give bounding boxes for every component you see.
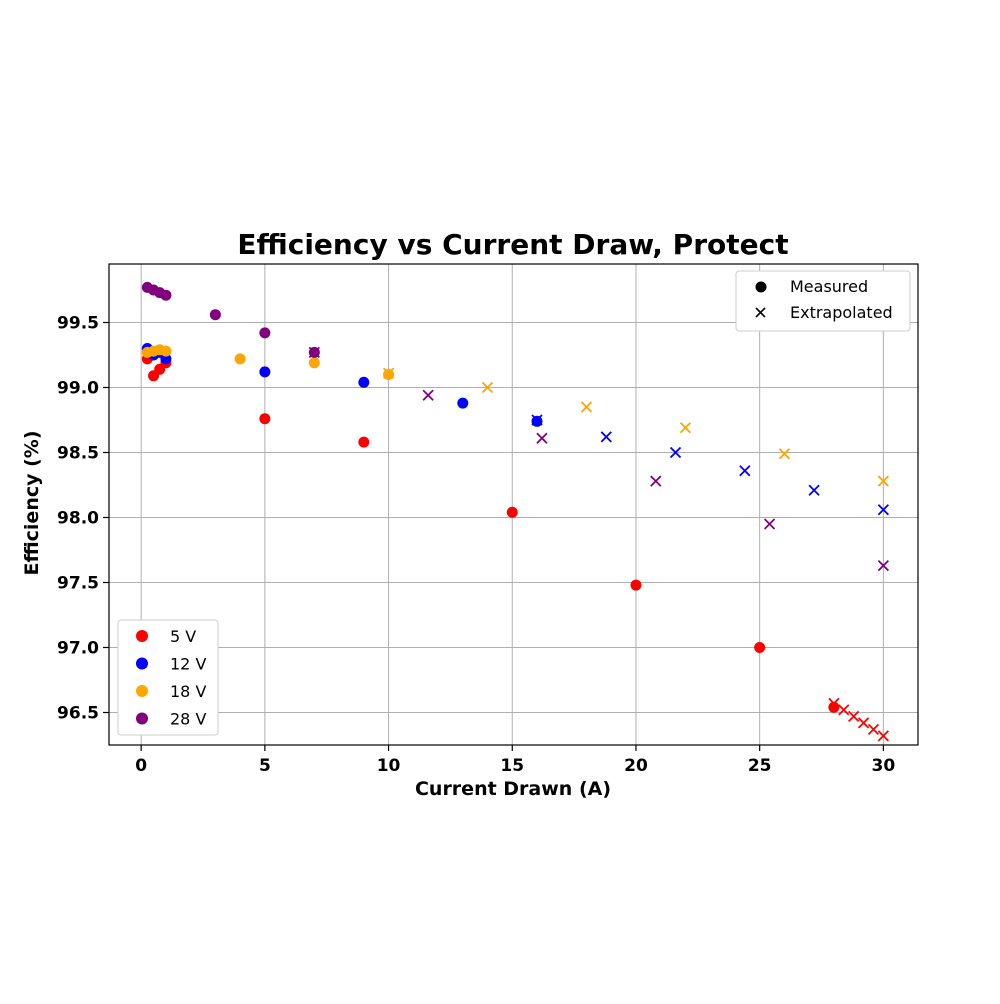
- x-tick-label: 5: [259, 756, 271, 776]
- measured-point-5v: [259, 413, 271, 425]
- measured-point-5v: [754, 642, 766, 653]
- measured-point-5v: [828, 701, 840, 713]
- y-tick-label: 96.5: [57, 704, 99, 724]
- measured-point-5v: [358, 436, 370, 448]
- extrapolated-point-12v: [531, 414, 543, 426]
- extrapolated-point-12v: [669, 446, 682, 459]
- y-tick-label: 99.0: [57, 379, 99, 399]
- x-tick-label: 30: [872, 756, 896, 776]
- extrapolated-point-5v: [867, 723, 880, 736]
- extrapolated-point-18v: [778, 448, 791, 460]
- measured-point-12v: [457, 397, 469, 409]
- extrapolated-point-5v: [848, 710, 860, 723]
- legend-extrapolated-label: Extrapolated: [790, 303, 893, 322]
- series-18v: [141, 344, 890, 487]
- measured-point-18v: [383, 369, 395, 380]
- legend-label-18v: 18 V: [170, 682, 206, 701]
- measured-point-5v: [506, 506, 518, 518]
- measured-point-18v: [160, 345, 172, 357]
- chart-title: Efficiency vs Current Draw, Protect: [237, 228, 788, 261]
- x-tick-label: 10: [377, 756, 401, 776]
- legend-label-28v: 28 V: [170, 710, 206, 729]
- y-tick-label: 98.0: [57, 509, 99, 529]
- x-axis-ticks: 0 5 10 15 20 25 30: [135, 745, 895, 776]
- series-12v: [141, 343, 890, 516]
- marker-legend-box: [735, 270, 911, 332]
- legend-swatch-18v: [136, 685, 148, 697]
- extrapolated-point-28v: [308, 346, 320, 359]
- extrapolated-point-28v: [877, 559, 890, 572]
- extrapolated-point-28v: [422, 389, 434, 401]
- measured-point-12v: [531, 415, 543, 427]
- extrapolated-point-18v: [877, 475, 890, 487]
- legend-swatch-5v: [136, 630, 148, 642]
- measured-point-28v: [209, 309, 221, 321]
- extrapolated-point-5v: [838, 704, 850, 716]
- x-tick-label: 0: [135, 756, 147, 776]
- extrapolated-point-12v: [739, 465, 751, 477]
- y-tick-label: 98.5: [57, 444, 99, 464]
- legend-measured-label: Measured: [790, 277, 868, 296]
- measured-point-18v: [308, 357, 320, 369]
- data-points: [141, 281, 890, 742]
- measured-point-28v: [259, 327, 271, 339]
- series-5v: [141, 353, 890, 742]
- extrapolated-point-18v: [679, 422, 692, 434]
- y-axis-label: Efficiency (%): [21, 430, 43, 575]
- grid-lines: [109, 264, 918, 745]
- x-tick-label: 25: [748, 756, 772, 776]
- x-tick-label: 20: [624, 756, 648, 776]
- extrapolated-point-28v: [763, 518, 776, 530]
- measured-point-12v: [160, 353, 172, 365]
- legend-label-12v: 12 V: [170, 655, 206, 674]
- measured-point-5v: [630, 579, 642, 591]
- measured-point-28v: [160, 289, 172, 301]
- y-tick-label: 97.5: [57, 574, 99, 594]
- y-axis-ticks: 96.5 97.0 97.5 98.0 98.5 99.0 99.5: [57, 314, 109, 724]
- series-legend: 5 V 12 V 18 V 28 V: [117, 619, 219, 736]
- measured-point-12v: [259, 366, 271, 378]
- legend-label-5v: 5 V: [170, 627, 196, 646]
- measured-point-18v: [234, 353, 246, 365]
- legend-swatch-12v: [136, 657, 148, 670]
- extrapolated-point-18v: [382, 367, 395, 379]
- extrapolated-point-18v: [580, 401, 593, 413]
- series-legend-box: [117, 619, 219, 736]
- marker-legend: Measured Extrapolated: [735, 270, 911, 332]
- x-tick-label: 15: [500, 756, 524, 776]
- extrapolated-marker-icon: [755, 307, 766, 318]
- y-tick-label: 97.0: [57, 639, 99, 659]
- y-tick-label: 99.5: [57, 314, 99, 334]
- extrapolated-point-5v: [857, 717, 870, 729]
- extrapolated-point-18v: [481, 381, 494, 394]
- extrapolated-point-28v: [536, 432, 548, 444]
- extrapolated-point-12v: [600, 431, 612, 443]
- plot-area-frame: [108, 263, 919, 746]
- extrapolated-point-28v: [650, 475, 662, 487]
- measured-marker-icon: [755, 281, 767, 293]
- extrapolated-point-5v: [877, 730, 890, 742]
- legend-swatch-28v: [136, 712, 148, 725]
- extrapolated-point-12v: [808, 484, 820, 496]
- extrapolated-point-12v: [877, 504, 890, 516]
- x-axis-label: Current Drawn (A): [415, 778, 611, 800]
- extrapolated-point-5v: [828, 697, 840, 710]
- series-28v: [141, 281, 890, 572]
- measured-point-12v: [358, 376, 370, 388]
